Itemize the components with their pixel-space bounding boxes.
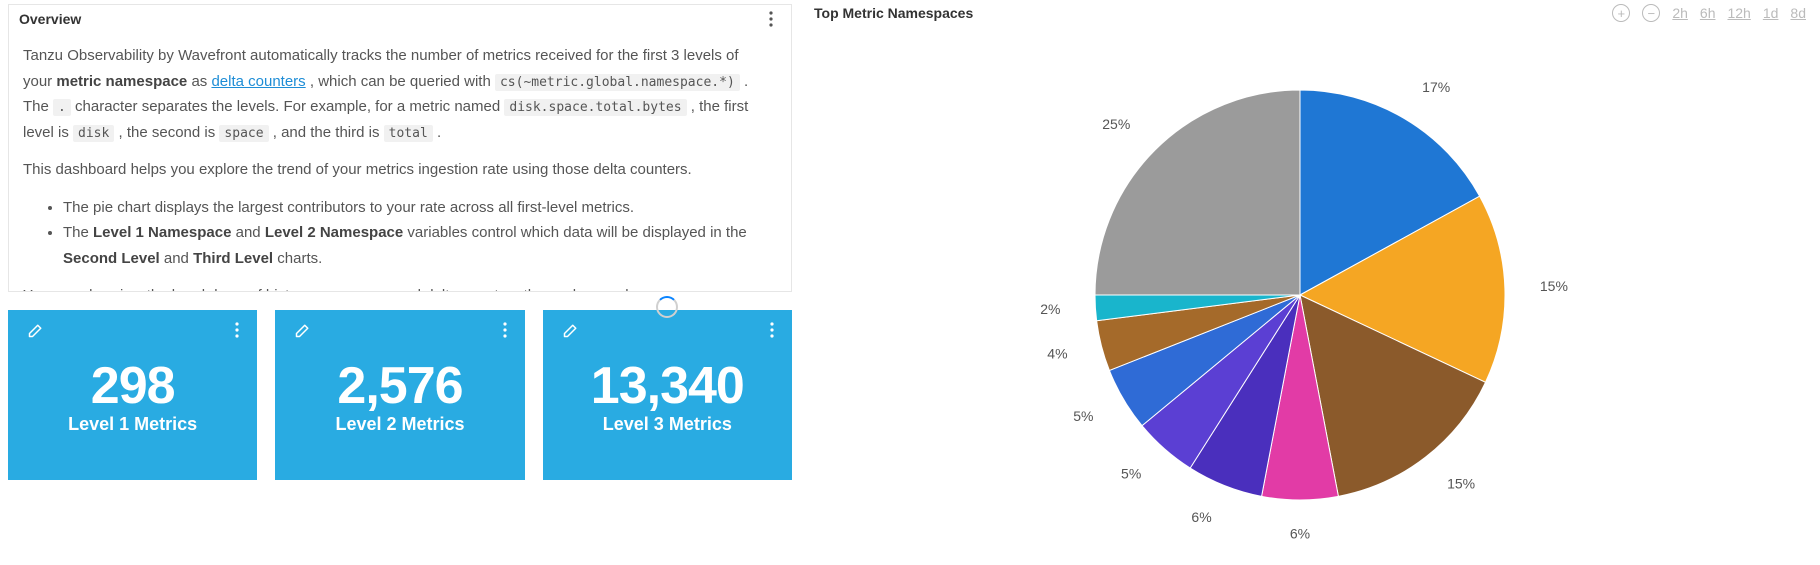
pie-label-0: 17% [1422, 79, 1450, 95]
pie-chart: 17% 15% 15% 6% 6% 5% 5% 4% 2% 25% [880, 35, 1740, 555]
tile-value: 298 [91, 356, 175, 416]
tile-menu-button[interactable] [227, 320, 247, 340]
metric-namespace-bold: metric namespace [56, 73, 187, 90]
overview-body: Tanzu Observability by Wavefront automat… [9, 33, 791, 291]
time-range-1d[interactable]: 1d [1763, 5, 1779, 21]
pie-label-4: 6% [1191, 508, 1211, 524]
overview-para3: You can also view the breakdown of histo… [23, 283, 767, 291]
tile-label: Level 3 Metrics [603, 414, 732, 435]
metric-tiles: 298Level 1 Metrics2,576Level 2 Metrics13… [8, 310, 792, 480]
pie-label-7: 4% [1047, 345, 1067, 361]
metric-tile-3: 13,340Level 3 Metrics [543, 310, 792, 480]
overview-para2: This dashboard helps you explore the tre… [23, 157, 767, 183]
edit-tile-button[interactable] [22, 320, 46, 344]
tile-value: 2,576 [337, 356, 462, 416]
overview-menu-button[interactable] [761, 9, 781, 29]
pie-label-6: 5% [1073, 407, 1093, 423]
delta-counters-link[interactable]: delta counters [211, 73, 305, 90]
pie-label-3: 6% [1290, 525, 1310, 541]
pie-label-5: 5% [1121, 465, 1141, 481]
edit-tile-button[interactable] [557, 320, 581, 344]
time-range-2h[interactable]: 2h [1672, 5, 1688, 21]
pie-label-8: 2% [1040, 300, 1060, 316]
overview-li1: The pie chart displays the largest contr… [63, 195, 767, 221]
zoom-out-button[interactable]: − [1642, 4, 1660, 22]
tile-menu-button[interactable] [762, 320, 782, 340]
zoom-in-button[interactable]: + [1612, 4, 1630, 22]
metric-tile-2: 2,576Level 2 Metrics [275, 310, 524, 480]
overview-title: Overview [19, 11, 81, 27]
tile-label: Level 1 Metrics [68, 414, 197, 435]
overview-li2: The Level 1 Namespace and Level 2 Namesp… [63, 220, 767, 271]
tile-label: Level 2 Metrics [335, 414, 464, 435]
pie-label-2: 15% [1447, 475, 1475, 491]
tile-value: 13,340 [591, 356, 744, 416]
time-range-12h[interactable]: 12h [1727, 5, 1750, 21]
total-code: total [384, 125, 433, 142]
tile-menu-button[interactable] [495, 320, 515, 340]
disk-code: disk [73, 125, 114, 142]
example-code: disk.space.total.bytes [504, 99, 686, 116]
pie-label-1: 15% [1540, 278, 1568, 294]
time-range-6h[interactable]: 6h [1700, 5, 1716, 21]
loading-spinner-icon [656, 296, 678, 318]
time-range-8d[interactable]: 8d [1790, 5, 1806, 21]
space-code: space [219, 125, 268, 142]
query-code: cs(~metric.global.namespace.*) [495, 74, 740, 91]
edit-tile-button[interactable] [289, 320, 313, 344]
dot-code: . [53, 99, 71, 116]
pie-label-9: 25% [1102, 115, 1130, 131]
overview-panel: Overview Tanzu Observability by Wavefron… [8, 4, 792, 292]
metric-tile-1: 298Level 1 Metrics [8, 310, 257, 480]
time-controls: + − 2h 6h 12h 1d 8d [1612, 4, 1806, 22]
pie-title: Top Metric Namespaces [814, 5, 973, 21]
